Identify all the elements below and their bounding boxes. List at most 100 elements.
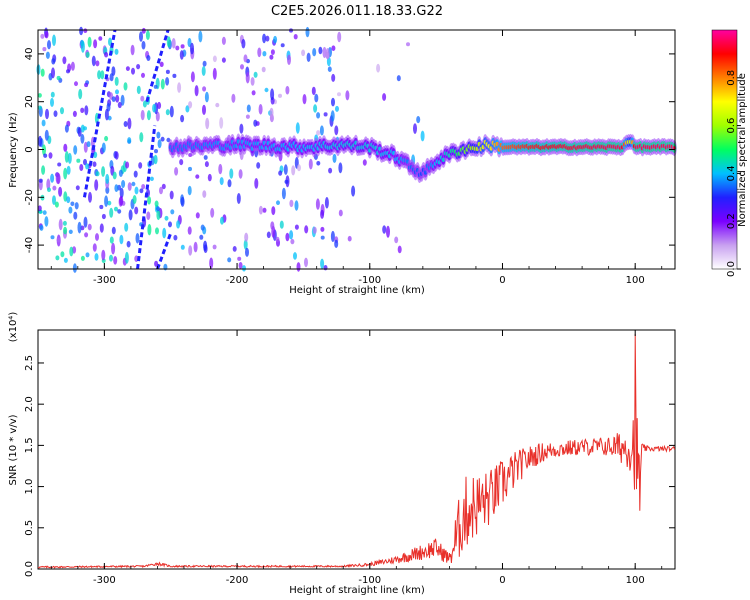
spectrogram-cell <box>236 193 241 204</box>
spectrogram-cell <box>331 97 335 107</box>
spectrogram-cell <box>320 226 325 232</box>
spectrogram-cell <box>77 221 82 234</box>
spectrogram-cell <box>325 51 330 59</box>
spectrogram-cell <box>193 241 198 253</box>
spectrogram-cell <box>66 196 71 204</box>
spectrogram-cell <box>60 107 64 115</box>
spectrogram-cell <box>44 129 49 141</box>
spectrogram-cell <box>190 71 195 83</box>
spectrogram-cell <box>386 225 390 238</box>
spectrogram-cell <box>316 161 321 166</box>
spectrogram-cell <box>51 58 56 65</box>
spectrogram-cell <box>180 114 185 123</box>
spectrogram-cell <box>117 101 122 109</box>
spectrogram-cell <box>39 224 44 231</box>
spectrogram-cell <box>91 55 96 67</box>
spectrogram-x-tick-label: -200 <box>226 275 249 286</box>
spectrogram-cell <box>124 222 129 232</box>
spectrogram-cell <box>257 47 262 58</box>
spectrogram-cell <box>394 236 399 244</box>
spectrogram-cell <box>70 61 75 71</box>
spectrogram-cell <box>195 212 200 219</box>
spectrogram-cell <box>362 159 367 166</box>
spectrogram-cell <box>413 123 417 134</box>
spectrogram-cell <box>261 66 266 73</box>
spectrogram-cell <box>245 71 250 84</box>
spectrogram-cell <box>70 201 75 207</box>
spectrogram-cell <box>93 151 98 158</box>
spectrogram-cell <box>55 172 60 185</box>
spectrogram-cell <box>305 26 310 38</box>
spectrogram-cell <box>139 188 144 194</box>
spectrogram-cell <box>42 210 47 215</box>
colorbar-label: Normalized spectral amplitude <box>737 73 748 227</box>
spectrogram-cell <box>179 159 184 166</box>
spectrogram-cell <box>351 185 356 197</box>
spectrogram-cell <box>293 252 297 260</box>
spectrogram-cell <box>313 104 318 113</box>
spectrogram-cell <box>115 94 120 103</box>
spectrogram-cell <box>104 108 109 121</box>
spectrogram-cell <box>165 69 170 74</box>
spectrogram-cell <box>320 209 325 219</box>
spectrogram-cell <box>156 209 161 221</box>
spectrogram-cell <box>74 202 79 210</box>
spectrogram-cell <box>185 105 190 113</box>
spectrogram-cell <box>99 204 104 210</box>
spectrogram-cell <box>38 135 43 147</box>
spectrogram-cell <box>50 97 54 107</box>
spectrogram-cell <box>238 262 243 269</box>
spectrogram-cell <box>123 121 128 127</box>
spectrogram-cell <box>37 105 42 110</box>
spectrogram-cell <box>134 186 139 195</box>
spectrogram-cell <box>188 166 192 172</box>
spectrogram-cell <box>297 164 301 172</box>
spectrogram-cell <box>159 186 163 195</box>
spectrogram-cell <box>162 227 167 239</box>
spectrogram-cell <box>266 231 271 239</box>
spectrogram-cells <box>36 26 425 273</box>
spectrogram-cell <box>312 226 317 234</box>
spectrogram-cell <box>45 51 50 59</box>
spectrogram-cell <box>242 265 246 272</box>
spectrogram-cell <box>174 167 179 176</box>
spectrogram-cell <box>212 244 217 250</box>
spectrogram-cell <box>73 145 78 155</box>
spectrogram-cell <box>57 162 62 167</box>
spectrogram-x-tick-label: 100 <box>626 275 645 286</box>
spectrogram-cell <box>316 112 321 119</box>
spectrogram-cell <box>52 34 56 47</box>
spectrogram-cell <box>135 233 140 244</box>
spectrogram-cell <box>328 167 333 174</box>
spectrogram-cell <box>45 108 49 120</box>
spectrogram-cell <box>123 82 128 91</box>
spectrogram-cell <box>145 30 150 40</box>
spectrogram-x-tick-label: -100 <box>358 275 381 286</box>
spectrogram-cell <box>77 127 82 137</box>
spectrogram-cell <box>121 180 126 188</box>
spectrogram-cell <box>314 93 319 103</box>
spectrogram-cell <box>238 169 243 179</box>
spectrogram-cell <box>124 251 129 264</box>
spectrogram-cell <box>147 224 152 236</box>
spectrogram-cell <box>176 220 181 229</box>
spectrogram-cell <box>94 179 99 191</box>
spectrogram-cell <box>296 262 301 272</box>
spectrogram-cell <box>220 216 224 225</box>
spectrogram-cell <box>128 209 133 221</box>
spectrogram-cell <box>136 64 141 70</box>
spectrogram-cell <box>306 52 311 62</box>
spectrogram-cell <box>48 152 53 159</box>
spectrogram-cell <box>262 33 267 44</box>
spectrogram-cell <box>68 229 73 234</box>
spectrogram-cell <box>95 233 99 241</box>
spectrogram-cell <box>119 187 124 199</box>
snr-line <box>37 334 676 569</box>
spectrogram-cell <box>63 226 68 235</box>
spectrogram-cell <box>140 109 145 121</box>
spectrogram-cell <box>117 209 122 214</box>
spectrogram-cell <box>287 54 291 65</box>
spectrogram-cell <box>175 45 180 51</box>
spectrogram-cell <box>157 101 162 110</box>
spectrogram-cell <box>177 82 182 93</box>
